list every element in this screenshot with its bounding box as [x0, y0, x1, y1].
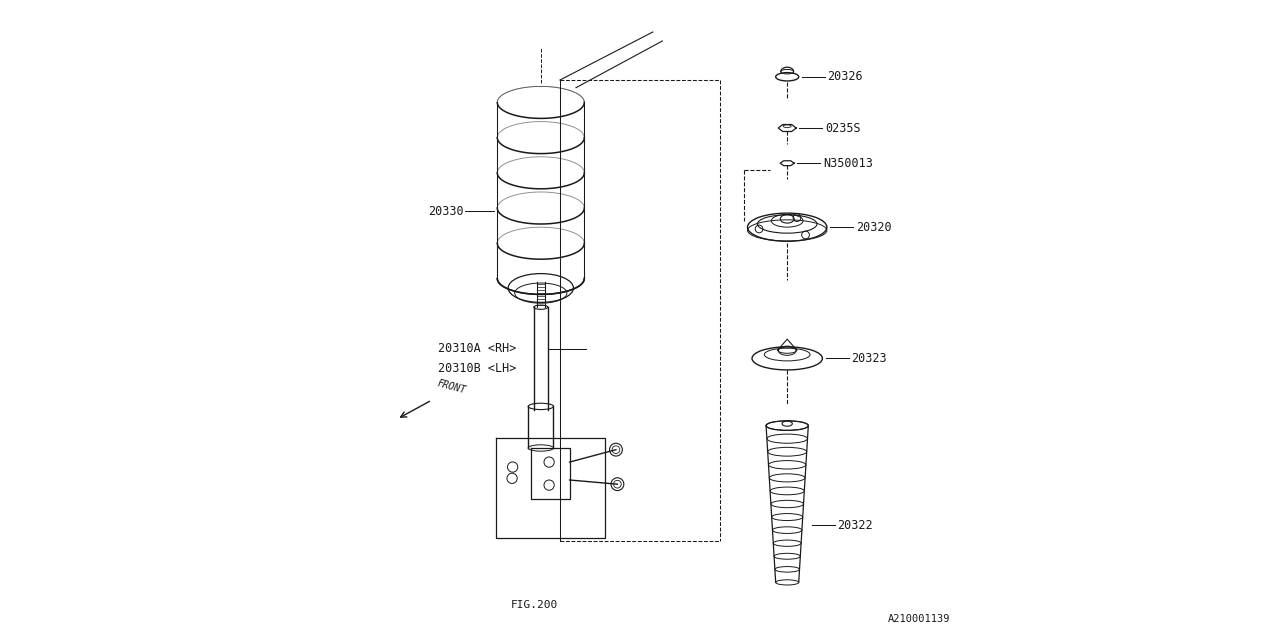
Text: 20320: 20320: [856, 221, 891, 234]
Text: FRONT: FRONT: [436, 378, 467, 396]
Text: A210001139: A210001139: [888, 614, 950, 624]
Text: 20323: 20323: [851, 352, 887, 365]
Text: 20310A <RH>: 20310A <RH>: [438, 342, 517, 355]
Text: 20330: 20330: [428, 205, 463, 218]
Text: 20326: 20326: [828, 70, 863, 83]
Text: 0235S: 0235S: [826, 122, 860, 134]
Text: N350013: N350013: [823, 157, 873, 170]
Text: FIG.200: FIG.200: [511, 600, 558, 610]
Text: 20322: 20322: [837, 519, 873, 532]
Text: 20310B <LH>: 20310B <LH>: [438, 362, 517, 374]
